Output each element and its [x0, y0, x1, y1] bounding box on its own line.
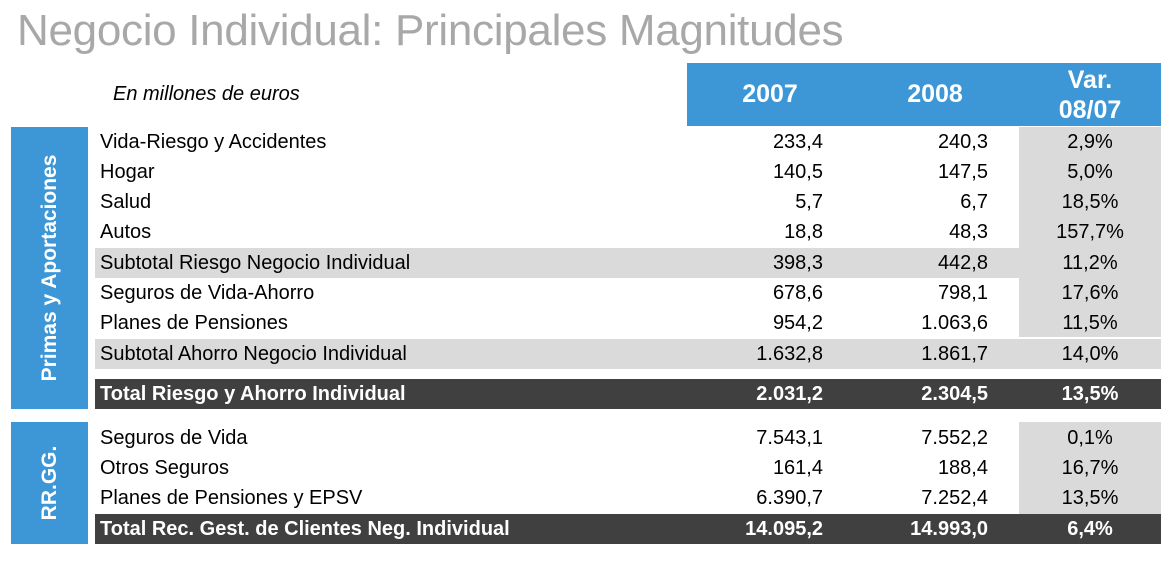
row-label: Vida-Riesgo y Accidentes: [100, 131, 327, 153]
subtotal-row: Subtotal Riesgo Negocio Individual 398,3…: [95, 248, 1161, 278]
value-var: 0,1%: [1067, 427, 1113, 449]
value-2007: 2.031,2: [756, 383, 823, 405]
value-2007: 678,6: [772, 282, 823, 304]
row-label: Subtotal Ahorro Negocio Individual: [100, 343, 407, 365]
side-label-primas: Primas y Aportaciones: [11, 127, 88, 409]
value-2007: 140,5: [772, 161, 823, 183]
table-row: Seguros de Vida-Ahorro 678,6 798,1 17,6%: [95, 278, 1161, 308]
value-2008: 240,3: [937, 131, 988, 153]
value-var: 157,7%: [1056, 221, 1124, 243]
subtotal-row: Subtotal Ahorro Negocio Individual 1.632…: [95, 339, 1161, 369]
value-var: 13,5%: [1061, 383, 1119, 405]
value-2007: 398,3: [772, 252, 823, 274]
row-label: Total Rec. Gest. de Clientes Neg. Indivi…: [100, 518, 510, 540]
table-row: Otros Seguros 161,4 188,4 16,7%: [95, 453, 1161, 483]
value-var: 6,4%: [1067, 518, 1113, 540]
value-var: 2,9%: [1067, 131, 1113, 153]
value-2007: 1.632,8: [756, 343, 823, 365]
header-var-line1: Var.: [1067, 66, 1113, 94]
var-column-shade-1: [1019, 127, 1161, 337]
side-label-rrgg: RR.GG.: [11, 422, 88, 544]
value-2007: 954,2: [772, 312, 823, 334]
value-2007: 161,4: [772, 457, 823, 479]
value-var: 5,0%: [1067, 161, 1113, 183]
value-2007: 233,4: [772, 131, 823, 153]
table-row: Planes de Pensiones y EPSV 6.390,7 7.252…: [95, 483, 1161, 513]
value-2008: 2.304,5: [921, 383, 988, 405]
row-label: Planes de Pensiones y EPSV: [100, 487, 363, 509]
row-label: Autos: [100, 221, 152, 243]
value-2008: 1.063,6: [921, 312, 988, 334]
value-2007: 14.095,2: [745, 518, 823, 540]
row-label: Planes de Pensiones: [100, 312, 288, 334]
table-row: Hogar 140,5 147,5 5,0%: [95, 157, 1161, 187]
value-2008: 48,3: [949, 221, 988, 243]
row-label: Seguros de Vida: [100, 427, 248, 449]
var-column-shade-2: [1019, 422, 1161, 514]
header-2007: 2007: [742, 80, 798, 108]
value-2008: 442,8: [937, 252, 988, 274]
page-title: Negocio Individual: Principales Magnitud…: [17, 6, 844, 55]
row-label: Seguros de Vida-Ahorro: [100, 282, 315, 304]
value-var: 17,6%: [1061, 282, 1119, 304]
header-var-line2: 08/07: [1058, 96, 1122, 124]
total-row: Total Rec. Gest. de Clientes Neg. Indivi…: [95, 514, 1161, 544]
total-row: Total Riesgo y Ahorro Individual 2.031,2…: [95, 379, 1161, 409]
value-2008: 7.552,2: [921, 427, 988, 449]
value-var: 16,7%: [1061, 457, 1119, 479]
row-label: Salud: [100, 191, 152, 213]
row-label: Hogar: [100, 161, 155, 183]
value-var: 13,5%: [1061, 487, 1119, 509]
value-var: 14,0%: [1061, 343, 1119, 365]
value-2007: 18,8: [784, 221, 823, 243]
table-row: Salud 5,7 6,7 18,5%: [95, 187, 1161, 217]
value-var: 11,2%: [1062, 252, 1118, 274]
header-2008: 2008: [907, 80, 963, 108]
value-2007: 5,7: [795, 191, 823, 213]
side-label-rrgg-text: RR.GG.: [37, 445, 61, 521]
units-caption: En millones de euros: [113, 83, 300, 105]
value-2008: 7.252,4: [921, 487, 988, 509]
row-label: Total Riesgo y Ahorro Individual: [100, 383, 406, 405]
row-label: Subtotal Riesgo Negocio Individual: [100, 252, 411, 274]
row-label: Otros Seguros: [100, 457, 229, 479]
table-row: Autos 18,8 48,3 157,7%: [95, 217, 1161, 247]
table-row: Vida-Riesgo y Accidentes 233,4 240,3 2,9…: [95, 127, 1161, 157]
value-2008: 6,7: [960, 191, 988, 213]
value-var: 11,5%: [1062, 312, 1118, 334]
value-2007: 7.543,1: [756, 427, 823, 449]
table-row: Planes de Pensiones 954,2 1.063,6 11,5%: [95, 308, 1161, 338]
table-header: 2007 2008 Var. 08/07: [687, 63, 1161, 126]
table-row: Seguros de Vida 7.543,1 7.552,2 0,1%: [95, 423, 1161, 453]
value-2008: 1.861,7: [921, 343, 988, 365]
value-2007: 6.390,7: [756, 487, 823, 509]
value-2008: 798,1: [937, 282, 988, 304]
value-var: 18,5%: [1061, 191, 1119, 213]
side-label-primas-text: Primas y Aportaciones: [37, 154, 61, 382]
value-2008: 147,5: [937, 161, 988, 183]
value-2008: 188,4: [937, 457, 988, 479]
value-2008: 14.993,0: [910, 518, 988, 540]
